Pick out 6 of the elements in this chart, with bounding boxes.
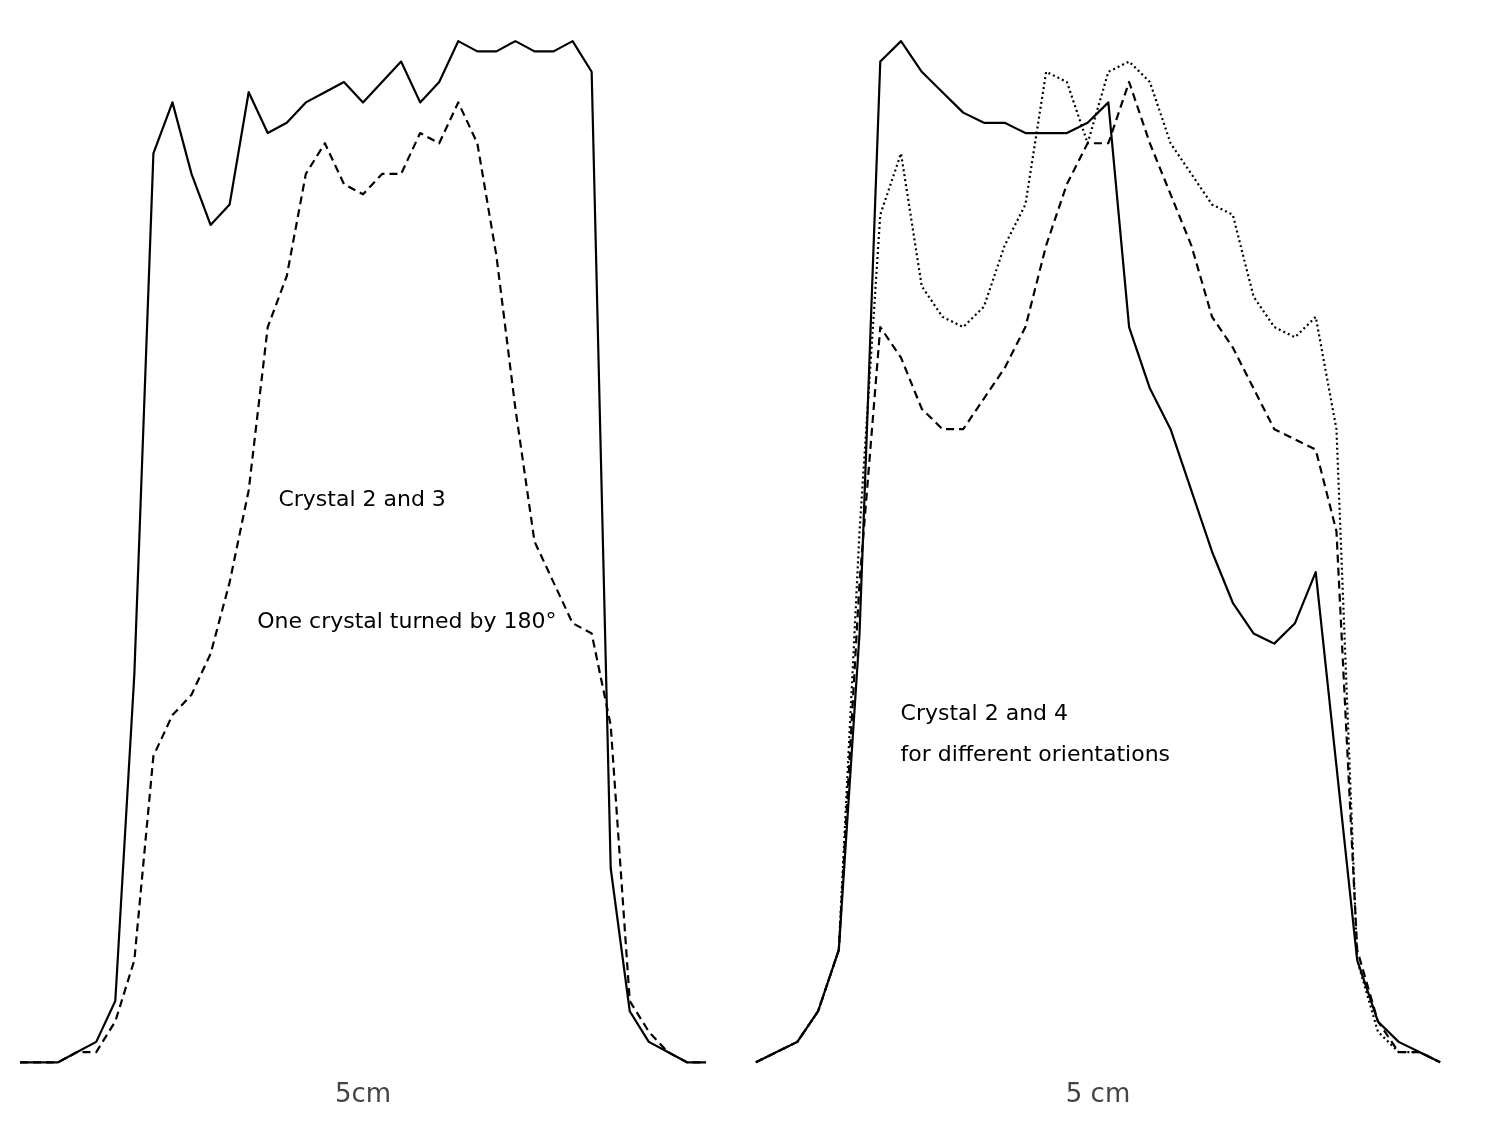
x-axis-title: 5cm (334, 1077, 392, 1108)
annotation: One crystal turned by 180° (257, 608, 557, 634)
annotation: for different orientations (900, 741, 1171, 767)
annotation: Crystal 2 and 4 (900, 700, 1069, 726)
x-axis-title: 5 cm (1065, 1077, 1131, 1108)
annotation: Crystal 2 and 3 (278, 485, 446, 511)
